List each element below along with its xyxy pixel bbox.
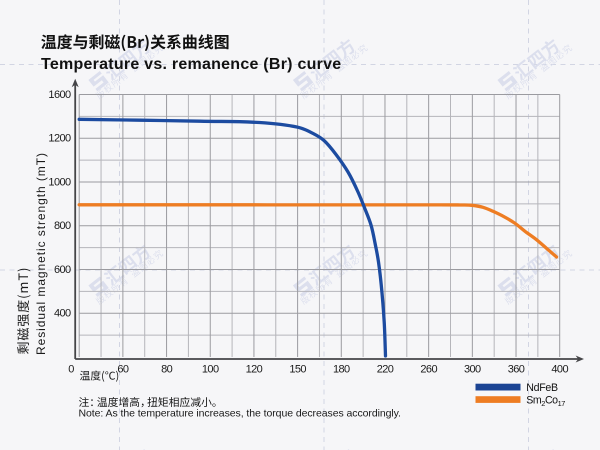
svg-text:360: 360 (508, 364, 525, 376)
svg-text:1600: 1600 (48, 89, 71, 101)
svg-text:1000: 1000 (48, 176, 71, 188)
svg-text:Note: As the temperature incre: Note: As the temperature increases, the … (79, 407, 401, 419)
svg-text:800: 800 (54, 220, 71, 232)
svg-text:1200: 1200 (48, 133, 71, 145)
svg-text:Sm2Co17: Sm2Co17 (526, 395, 565, 408)
svg-text:60: 60 (117, 364, 129, 376)
svg-text:220: 220 (377, 364, 394, 376)
svg-text:Residual magnetic strength (mT: Residual magnetic strength (mT) (34, 152, 48, 355)
svg-text:260: 260 (420, 364, 437, 376)
svg-text:120: 120 (246, 364, 263, 376)
svg-text:0: 0 (68, 364, 74, 376)
svg-text:100: 100 (202, 364, 219, 376)
svg-text:400: 400 (54, 308, 71, 320)
svg-text:Temperature vs. remanence (Br): Temperature vs. remanence (Br) curve (41, 56, 341, 73)
svg-text:NdFeB: NdFeB (526, 382, 558, 394)
svg-text:150: 150 (289, 364, 306, 376)
svg-text:180: 180 (333, 364, 350, 376)
svg-text:400: 400 (551, 364, 568, 376)
svg-text:600: 600 (54, 264, 71, 276)
svg-text:80: 80 (161, 364, 173, 376)
svg-text:300: 300 (464, 364, 481, 376)
